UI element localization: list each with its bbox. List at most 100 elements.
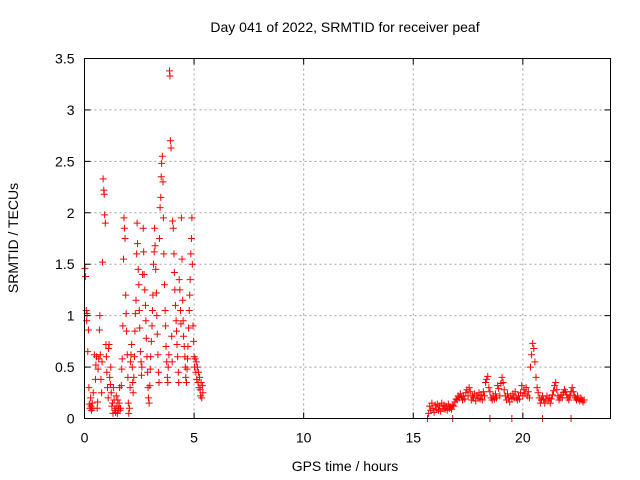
data-point	[168, 332, 176, 340]
data-point	[107, 389, 115, 397]
data-point	[125, 409, 133, 417]
data-point	[156, 204, 164, 212]
data-point	[485, 384, 493, 392]
y-tick-label: 3	[67, 102, 75, 118]
data-point	[547, 395, 555, 403]
data-point	[486, 388, 494, 396]
data-point	[499, 379, 507, 386]
data-point	[176, 286, 184, 294]
data-point	[142, 334, 150, 342]
x-tick-label: 15	[405, 430, 421, 446]
data-point	[98, 358, 106, 366]
data-point	[93, 404, 101, 412]
data-point	[196, 373, 204, 381]
data-point	[495, 385, 503, 393]
data-point	[122, 291, 130, 299]
data-point	[155, 235, 163, 242]
data-point	[160, 250, 168, 258]
data-point	[548, 391, 556, 399]
data-point	[152, 289, 160, 297]
data-point	[134, 240, 142, 248]
x-axis-label: GPS time / hours	[292, 458, 399, 474]
data-point	[176, 307, 184, 314]
x-tick-label: 20	[515, 430, 531, 446]
data-point	[84, 348, 92, 356]
data-point	[192, 358, 200, 366]
data-point	[94, 398, 102, 406]
data-point	[117, 382, 125, 390]
data-point	[122, 310, 130, 318]
data-point	[142, 317, 150, 325]
data-point	[118, 355, 126, 363]
data-point	[450, 402, 458, 410]
data-point	[183, 365, 191, 373]
data-point	[87, 394, 95, 402]
data-point	[158, 152, 166, 160]
data-point	[532, 373, 540, 381]
data-point	[96, 351, 104, 359]
data-point	[101, 211, 109, 219]
data-point	[525, 394, 533, 402]
data-point	[124, 373, 132, 381]
data-point	[166, 137, 174, 145]
data-point	[174, 353, 182, 361]
data-point	[151, 242, 159, 250]
data-point	[553, 386, 561, 394]
data-point	[568, 384, 576, 392]
data-point	[185, 307, 193, 314]
data-point	[157, 193, 165, 201]
data-point	[164, 379, 172, 386]
data-point	[491, 390, 499, 398]
data-point	[189, 322, 197, 330]
data-point	[100, 190, 108, 198]
data-point	[193, 363, 201, 371]
data-point	[140, 271, 148, 278]
data-point	[170, 250, 178, 258]
data-point	[144, 394, 152, 402]
data-point	[106, 381, 114, 389]
data-point	[134, 265, 142, 273]
data-point	[531, 358, 539, 366]
data-point	[129, 389, 137, 397]
data-point	[117, 404, 125, 412]
data-point	[198, 394, 206, 402]
data-point	[147, 353, 155, 361]
data-point	[137, 371, 145, 379]
data-point	[89, 389, 97, 397]
data-point	[124, 399, 132, 407]
data-point	[174, 368, 182, 376]
data-point	[106, 373, 114, 381]
data-point	[127, 358, 135, 366]
data-point	[191, 355, 199, 363]
y-tick-label: 1.5	[55, 256, 75, 272]
data-point	[138, 363, 146, 371]
data-point	[569, 388, 577, 396]
data-point	[169, 217, 177, 225]
data-point	[151, 224, 159, 232]
data-point	[112, 392, 120, 400]
data-point	[109, 384, 117, 392]
data-point	[82, 307, 90, 314]
data-point	[177, 214, 185, 222]
data-point	[511, 388, 519, 396]
data-point	[533, 384, 541, 392]
data-point	[188, 214, 196, 222]
data-point	[482, 379, 490, 386]
data-point	[551, 382, 559, 390]
data-point	[162, 322, 170, 330]
data-point	[161, 307, 169, 314]
data-point	[135, 307, 143, 314]
y-tick-label: 0.5	[55, 359, 75, 375]
x-tick-label: 10	[296, 430, 312, 446]
data-point	[530, 345, 538, 353]
data-point	[157, 173, 165, 181]
data-point	[112, 408, 120, 416]
data-point	[133, 250, 141, 258]
data-point	[120, 255, 128, 263]
data-point	[120, 224, 128, 232]
data-point	[95, 326, 103, 334]
data-point	[128, 363, 136, 371]
tick-layer: 0 5 10 15 20 0 0.5 1 1.5 2 2.5 3 3.5	[55, 51, 611, 446]
data-point	[179, 317, 187, 325]
data-point	[168, 358, 176, 366]
